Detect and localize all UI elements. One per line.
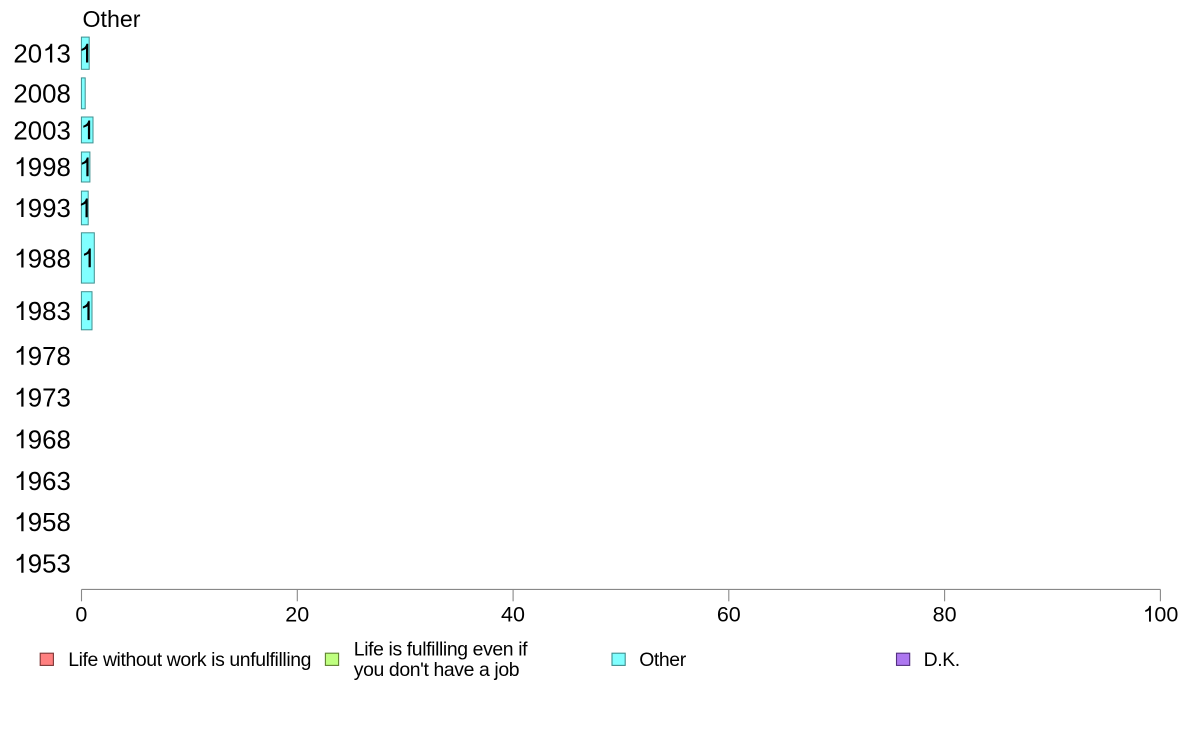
svg-text:20: 20 — [285, 603, 309, 627]
svg-text:20: 20 — [13, 41, 42, 69]
svg-text:0: 0 — [75, 603, 87, 627]
svg-text:2008: 2008 — [13, 81, 70, 109]
svg-text:963: 963 — [28, 468, 71, 496]
svg-text:953: 953 — [28, 551, 71, 579]
svg-text:998: 998 — [28, 154, 71, 182]
svg-text:Other: Other — [639, 649, 687, 671]
svg-text:3: 3 — [56, 41, 70, 69]
svg-text:993: 993 — [28, 195, 71, 223]
svg-text:D.K.: D.K. — [924, 649, 960, 671]
svg-text:978: 978 — [28, 343, 71, 371]
svg-text:958: 958 — [28, 509, 71, 537]
svg-text:973: 973 — [28, 385, 71, 413]
svg-text:you don't have a job: you don't have a job — [354, 659, 519, 681]
svg-text:60: 60 — [717, 603, 741, 627]
svg-text:40: 40 — [501, 603, 525, 627]
svg-text:Other: Other — [83, 6, 141, 32]
svg-text:80: 80 — [933, 603, 957, 627]
svg-text:2003: 2003 — [13, 117, 70, 145]
svg-text:968: 968 — [28, 426, 71, 454]
svg-text:Life is fulfilling even if: Life is fulfilling even if — [354, 639, 528, 661]
svg-text:988: 988 — [28, 246, 71, 274]
svg-text:983: 983 — [28, 298, 71, 326]
svg-text:Life without work is unfulfill: Life without work is unfulfilling — [68, 649, 311, 671]
svg-text:00: 00 — [1154, 603, 1178, 627]
